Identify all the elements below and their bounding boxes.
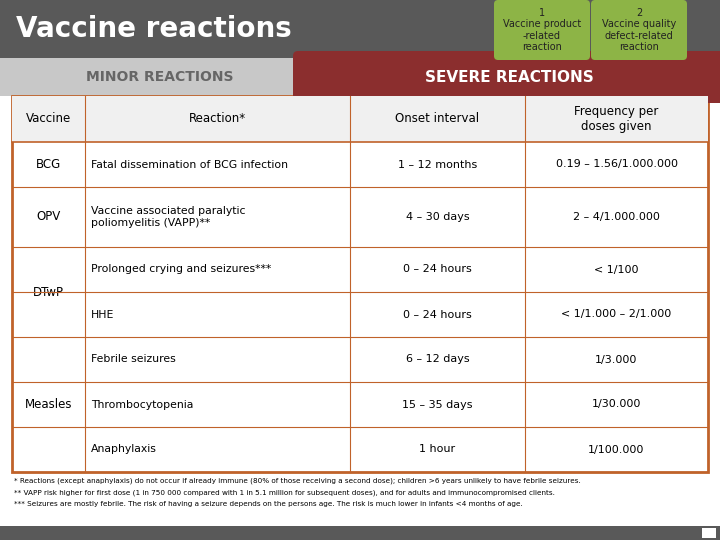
Text: 4 – 30 days: 4 – 30 days <box>405 212 469 222</box>
Text: < 1/1.000 – 2/1.000: < 1/1.000 – 2/1.000 <box>562 309 672 320</box>
Text: Febrile seizures: Febrile seizures <box>91 354 176 364</box>
FancyBboxPatch shape <box>591 0 687 60</box>
Text: Vaccine: Vaccine <box>26 112 71 125</box>
Text: Reaction*: Reaction* <box>189 112 246 125</box>
Text: * Reactions (except anaphylaxis) do not occur if already immune (80% of those re: * Reactions (except anaphylaxis) do not … <box>14 477 581 483</box>
Text: 0 – 24 hours: 0 – 24 hours <box>403 309 472 320</box>
Text: *** Seizures are mostly febrile. The risk of having a seizure depends on the per: *** Seizures are mostly febrile. The ris… <box>14 501 523 507</box>
Bar <box>0 526 720 540</box>
Text: Fatal dissemination of BCG infection: Fatal dissemination of BCG infection <box>91 159 288 170</box>
Text: 1
Vaccine product
-related
reaction: 1 Vaccine product -related reaction <box>503 8 581 52</box>
Text: MINOR REACTIONS: MINOR REACTIONS <box>86 70 234 84</box>
Bar <box>0 58 320 96</box>
Text: Frequency per
doses given: Frequency per doses given <box>575 105 659 133</box>
Bar <box>12 96 708 472</box>
Text: 15 – 35 days: 15 – 35 days <box>402 400 473 409</box>
FancyBboxPatch shape <box>293 51 720 103</box>
Text: SEVERE REACTIONS: SEVERE REACTIONS <box>425 70 593 84</box>
Text: 6 – 12 days: 6 – 12 days <box>405 354 469 364</box>
Text: Vaccine associated paralytic
poliomyelitis (VAPP)**: Vaccine associated paralytic poliomyelit… <box>91 206 246 228</box>
Text: 1/3.000: 1/3.000 <box>595 354 638 364</box>
Text: Onset interval: Onset interval <box>395 112 480 125</box>
Text: 0 – 24 hours: 0 – 24 hours <box>403 265 472 274</box>
Bar <box>702 528 716 538</box>
Text: 1/100.000: 1/100.000 <box>588 444 644 455</box>
FancyBboxPatch shape <box>494 0 590 60</box>
Text: DTwP: DTwP <box>33 286 64 299</box>
Text: OPV: OPV <box>37 211 60 224</box>
Text: Prolonged crying and seizures***: Prolonged crying and seizures*** <box>91 265 271 274</box>
Text: 1 – 12 months: 1 – 12 months <box>398 159 477 170</box>
Text: 2
Vaccine quality
defect-related
reaction: 2 Vaccine quality defect-related reactio… <box>602 8 676 52</box>
Text: Measles: Measles <box>24 398 72 411</box>
Bar <box>0 0 720 58</box>
Text: 2 – 4/1.000.000: 2 – 4/1.000.000 <box>573 212 660 222</box>
Text: 1 hour: 1 hour <box>420 444 456 455</box>
Text: Anaphylaxis: Anaphylaxis <box>91 444 157 455</box>
Text: BCG: BCG <box>36 158 61 171</box>
Text: ** VAPP risk higher for first dose (1 in 750 000 compared with 1 in 5.1 million : ** VAPP risk higher for first dose (1 in… <box>14 489 555 496</box>
Text: HHE: HHE <box>91 309 114 320</box>
Bar <box>12 96 708 142</box>
Text: 1/30.000: 1/30.000 <box>592 400 642 409</box>
Text: Thrombocytopenia: Thrombocytopenia <box>91 400 194 409</box>
Text: Vaccine reactions: Vaccine reactions <box>16 15 292 43</box>
Text: < 1/100: < 1/100 <box>594 265 639 274</box>
Text: 0.19 – 1.56/1.000.000: 0.19 – 1.56/1.000.000 <box>556 159 678 170</box>
